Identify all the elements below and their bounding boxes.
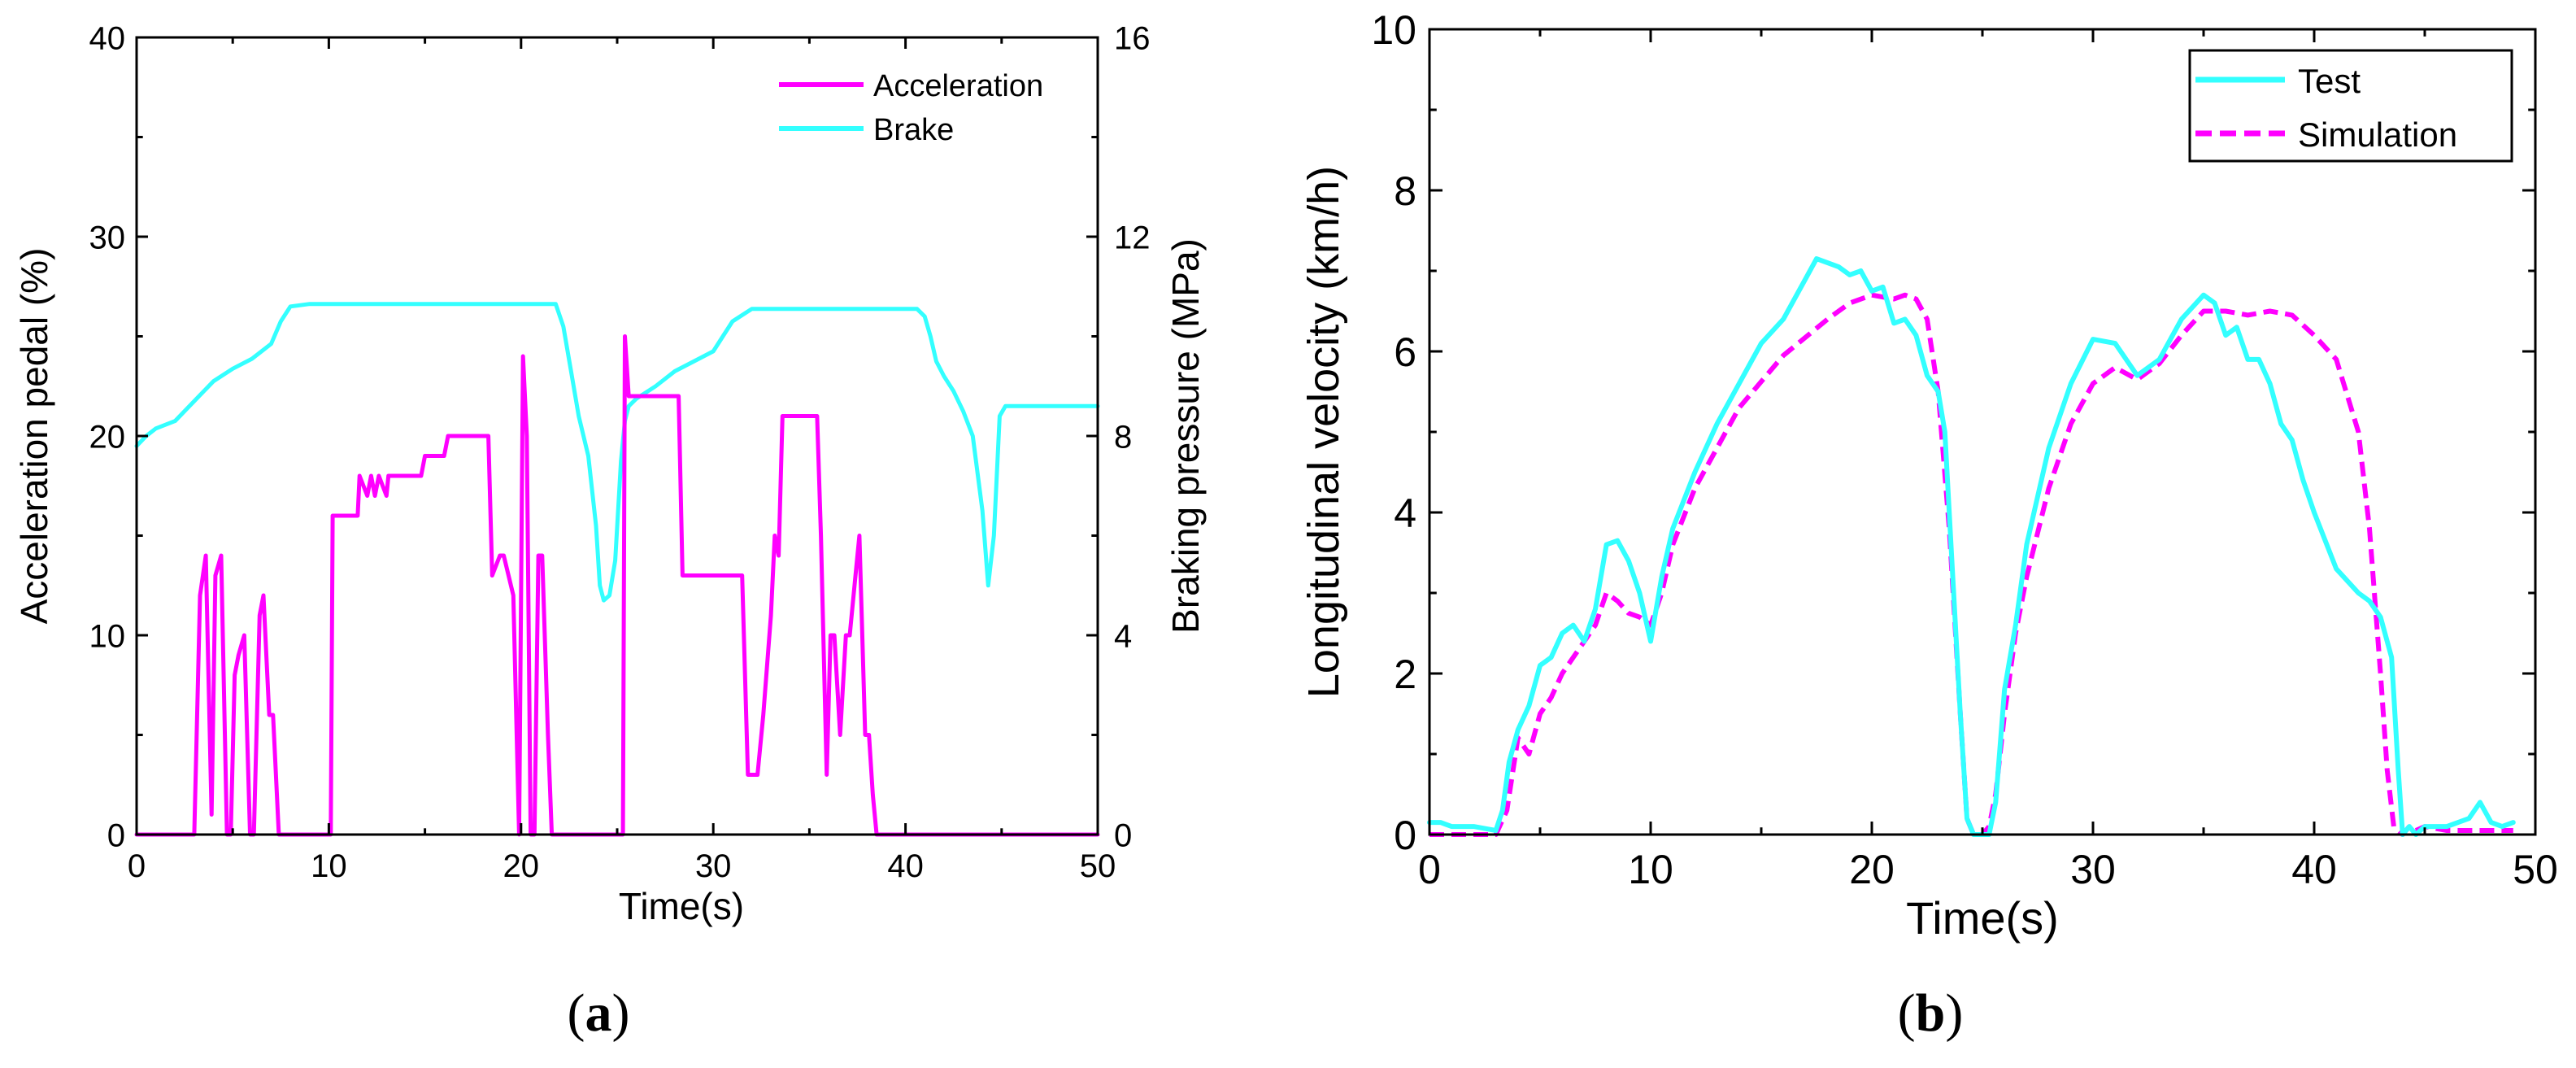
chart-a-xtick-label: 20 bbox=[503, 848, 540, 884]
chart-a-xtick-label: 30 bbox=[695, 848, 732, 884]
chart-a-frame bbox=[135, 36, 1099, 836]
chart-b-xlabel: Time(s) bbox=[1906, 892, 2059, 944]
chart-b-ticks: 0 10 20 30 40 50 0 2 4 6 8 10 bbox=[1371, 7, 2557, 892]
legend-b-label-simulation: Simulation bbox=[2298, 116, 2457, 154]
series-acceleration-line bbox=[134, 334, 1100, 837]
series-simulation-line bbox=[1429, 292, 2513, 837]
chart-b-ytick-label: 6 bbox=[1394, 329, 1416, 375]
chart-a-panel-label: (a) bbox=[568, 983, 630, 1043]
chart-b-xtick-label: 50 bbox=[2513, 847, 2558, 892]
chart-b-xtick-label: 30 bbox=[2070, 847, 2116, 892]
legend-a-label-brake: Brake bbox=[873, 113, 954, 147]
chart-b-ytick-label: 4 bbox=[1394, 490, 1416, 536]
chart-b: 0 10 20 30 40 50 0 2 4 6 8 10 Test Simulation Time(… bbox=[1299, 7, 2558, 1043]
legend-b-label-test: Test bbox=[2298, 62, 2361, 100]
chart-b-ylabel: Longitudinal velocity (km/h) bbox=[1299, 166, 1348, 698]
chart-a-xtick-label: 0 bbox=[128, 848, 146, 884]
chart-a-ytick-right-label: 8 bbox=[1114, 419, 1132, 455]
chart-b-xtick-label: 10 bbox=[1628, 847, 1673, 892]
chart-b-plot-area bbox=[1427, 256, 2516, 837]
chart-a-xtick-label: 40 bbox=[887, 848, 924, 884]
chart-a-ytick-right-label: 4 bbox=[1114, 618, 1132, 654]
chart-a-ytick-label: 30 bbox=[89, 220, 126, 255]
chart-a-legend: Acceleration Brake bbox=[779, 69, 1043, 147]
chart-a-ytick-right-label: 16 bbox=[1114, 20, 1151, 56]
chart-a-ylabel: Acceleration pedal (%) bbox=[13, 248, 55, 625]
chart-b-ytick-label: 2 bbox=[1394, 652, 1416, 697]
chart-a-ylabel-right: Braking pressure (MPa) bbox=[1164, 238, 1207, 634]
legend-b-box bbox=[2188, 49, 2513, 163]
series-test-line bbox=[1427, 256, 2516, 837]
chart-b-xtick-label: 0 bbox=[1418, 847, 1441, 892]
chart-a-ytick-label: 40 bbox=[89, 20, 126, 56]
chart-b-xtick-label: 20 bbox=[1849, 847, 1895, 892]
chart-a-xlabel: Time(s) bbox=[619, 885, 744, 927]
chart-a-ytick-label: 0 bbox=[107, 817, 125, 853]
chart-b-ytick-label: 10 bbox=[1371, 7, 1416, 53]
chart-a-xtick-label: 50 bbox=[1080, 848, 1116, 884]
chart-a-xtick-label: 10 bbox=[311, 848, 347, 884]
chart-b-legend: Test Simulation bbox=[2188, 49, 2513, 163]
series-brake-line bbox=[134, 302, 1100, 603]
chart-a-ytick-label: 10 bbox=[89, 618, 126, 654]
chart-b-ytick-label: 8 bbox=[1394, 168, 1416, 214]
chart-a-plot-area bbox=[134, 302, 1100, 837]
chart-a-ytick-label: 20 bbox=[89, 419, 126, 455]
legend-a-label-acceleration: Acceleration bbox=[873, 69, 1043, 103]
chart-b-ytick-label: 0 bbox=[1394, 813, 1416, 858]
chart-b-xtick-label: 40 bbox=[2291, 847, 2337, 892]
chart-a-ytick-right-label: 12 bbox=[1114, 220, 1151, 255]
chart-b-panel-label: (b) bbox=[1898, 983, 1964, 1043]
chart-a-ytick-right-label: 0 bbox=[1114, 817, 1132, 853]
